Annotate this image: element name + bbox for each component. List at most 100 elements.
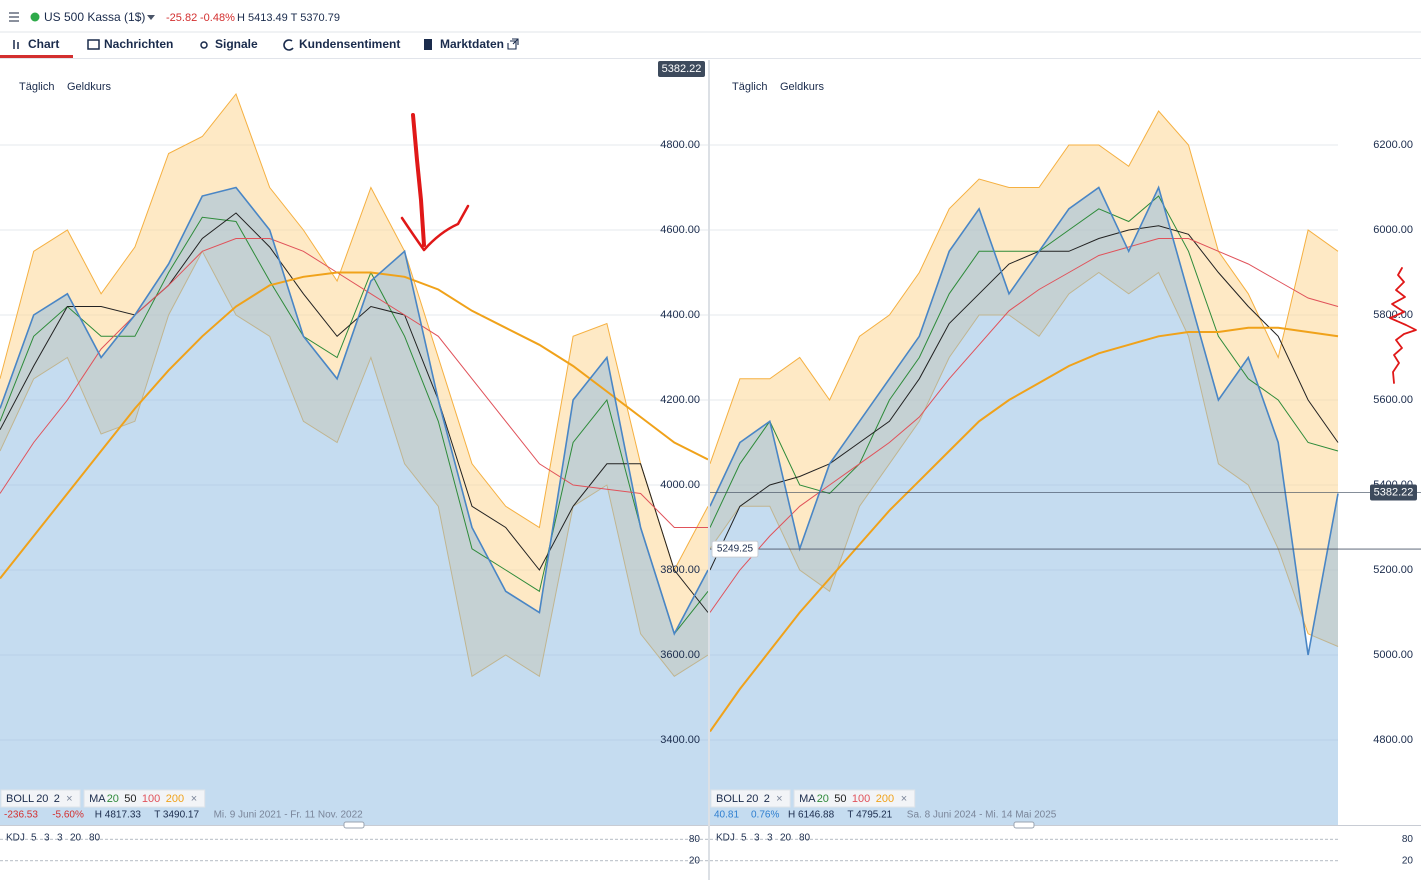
legend-item: MA bbox=[799, 793, 816, 805]
legend-close: × bbox=[901, 793, 907, 805]
kdj-param: KDJ bbox=[6, 833, 25, 844]
legend-box bbox=[710, 789, 791, 808]
tab[interactable]: Marktdaten bbox=[440, 37, 504, 51]
y-tick-label: 4600.00 bbox=[660, 224, 700, 236]
y-tick-label: 5600.00 bbox=[1373, 394, 1413, 406]
stat: -236.53 bbox=[4, 810, 38, 821]
legend-item: 2 bbox=[54, 793, 60, 805]
external-link-icon[interactable] bbox=[507, 38, 519, 50]
kdj-param: 3 bbox=[44, 833, 50, 844]
y-tick-label: 4800.00 bbox=[660, 139, 700, 151]
price-kind-label: Geldkurs bbox=[780, 81, 825, 93]
moving-average bbox=[710, 238, 1339, 613]
moving-average bbox=[710, 326, 1339, 733]
legend-item: 20 bbox=[817, 793, 829, 805]
stat: 40.81 bbox=[714, 810, 739, 821]
instrument-name[interactable]: US 500 Kassa (1$) bbox=[44, 10, 145, 24]
tab-bar bbox=[0, 33, 1421, 58]
legend-item: 200 bbox=[166, 793, 184, 805]
legend-item: 20 bbox=[746, 793, 758, 805]
price-chart bbox=[0, 92, 708, 825]
change: -25.82 bbox=[166, 12, 197, 24]
price-tag-bg bbox=[1370, 484, 1417, 501]
change-pct: -0.48% bbox=[200, 12, 235, 24]
legend-close: × bbox=[776, 793, 782, 805]
annotation bbox=[400, 113, 1417, 384]
tab[interactable]: Nachrichten bbox=[104, 37, 173, 51]
y-tick-label: 5200.00 bbox=[1373, 564, 1413, 576]
bollinger-upper bbox=[710, 110, 1339, 464]
y-tick-label: 5000.00 bbox=[1373, 649, 1413, 661]
legend-item: 200 bbox=[876, 793, 894, 805]
kdj-param: 5 bbox=[31, 833, 37, 844]
tab[interactable]: Signale bbox=[215, 37, 258, 51]
menu-icon[interactable] bbox=[9, 12, 19, 22]
kdj-tick-label: 80 bbox=[689, 834, 701, 845]
legend-item: 50 bbox=[834, 793, 846, 805]
stat: Sa. 8 Juni 2024 - Mi. 14 Mai 2025 bbox=[907, 810, 1057, 821]
price-area bbox=[0, 187, 708, 825]
legend-item: 100 bbox=[852, 793, 870, 805]
legend-item: BOLL bbox=[6, 793, 34, 805]
active-tab-underline bbox=[0, 55, 73, 58]
moving-average bbox=[710, 195, 1339, 528]
y-tick-label: 6000.00 bbox=[1373, 224, 1413, 236]
moving-average bbox=[0, 238, 708, 528]
kdj-param: 20 bbox=[70, 833, 82, 844]
legend-box bbox=[83, 789, 206, 808]
dropdown-arrow[interactable] bbox=[147, 15, 155, 20]
charts: 3400.00 3600.00 3800.00 4000.00 4200.00 4400.… bbox=[0, 60, 1421, 880]
legend-close: × bbox=[191, 793, 197, 805]
y-tick-label: 3400.00 bbox=[660, 734, 700, 746]
header-bar bbox=[0, 0, 1421, 32]
tab[interactable]: Chart bbox=[28, 37, 59, 51]
legend-box bbox=[0, 789, 81, 808]
price-chart bbox=[710, 110, 1339, 825]
legend-box bbox=[793, 789, 916, 808]
price-kind-label: Geldkurs bbox=[67, 81, 112, 93]
stat: T 3490.17 bbox=[154, 810, 199, 821]
signal-icon bbox=[200, 41, 208, 49]
kdj-param: 3 bbox=[767, 833, 773, 844]
kdj-tick-label: 20 bbox=[1402, 855, 1414, 866]
moving-average bbox=[0, 212, 708, 613]
stat: T 4795.21 bbox=[847, 810, 892, 821]
price-tag: 5382.22 bbox=[1374, 486, 1414, 498]
price-area bbox=[710, 187, 1338, 825]
pane-handle bbox=[1013, 821, 1035, 829]
legend-item: 20 bbox=[107, 793, 119, 805]
price-line bbox=[710, 185, 1339, 656]
y-tick-label: 4400.00 bbox=[660, 309, 700, 321]
price-tag-bg bbox=[658, 61, 705, 77]
sentiment-icon bbox=[283, 39, 294, 51]
legend-item: 100 bbox=[142, 793, 160, 805]
stat: H 6146.88 bbox=[788, 810, 835, 821]
period-label: Täglich bbox=[732, 81, 767, 93]
kdj-tick-label: 20 bbox=[689, 855, 701, 866]
reference-tag-bg bbox=[711, 540, 759, 558]
news-icon bbox=[87, 39, 100, 50]
period-label: Täglich bbox=[19, 81, 54, 93]
tab[interactable]: Kundensentiment bbox=[299, 37, 400, 51]
legend-item: 2 bbox=[764, 793, 770, 805]
bollinger-band bbox=[710, 111, 1338, 647]
kdj-param: 80 bbox=[799, 833, 811, 844]
moving-average bbox=[710, 225, 1339, 571]
status-dot bbox=[30, 12, 40, 22]
legend-item: 20 bbox=[36, 793, 48, 805]
stat: -5.60% bbox=[52, 810, 84, 821]
kdj-param: 20 bbox=[780, 833, 792, 844]
stat: H 4817.33 bbox=[95, 810, 142, 821]
kdj-param: 3 bbox=[754, 833, 760, 844]
price-tag: 5382.22 bbox=[662, 63, 702, 75]
kdj-param: 80 bbox=[89, 833, 101, 844]
chart-tab-icon bbox=[13, 40, 19, 49]
kdj-tick-label: 80 bbox=[1402, 834, 1414, 845]
y-tick-label: 3600.00 bbox=[660, 649, 700, 661]
pane-handle bbox=[343, 821, 365, 829]
legend-item: MA bbox=[89, 793, 106, 805]
bollinger-upper bbox=[0, 92, 708, 572]
y-tick-label: 4800.00 bbox=[1373, 734, 1413, 746]
kdj-param: 5 bbox=[741, 833, 747, 844]
